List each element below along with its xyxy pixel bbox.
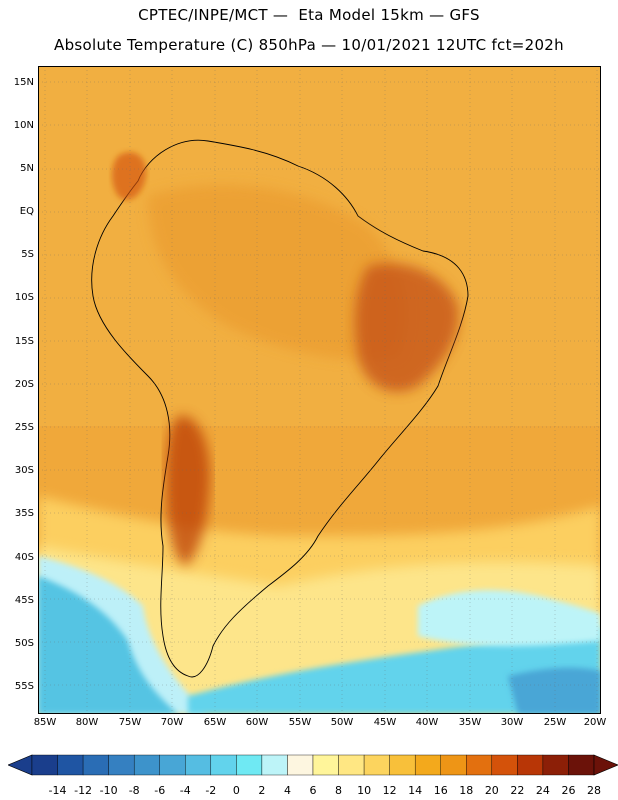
colorbar-swatch (261, 754, 288, 776)
colorbar-tick-label: 4 (283, 784, 291, 797)
colorbar-swatch (517, 754, 544, 776)
colorbar-tick-label: 10 (357, 784, 372, 797)
lon-label: 50W (330, 717, 354, 728)
colorbar-swatch (414, 754, 441, 776)
lon-label: 20W (583, 717, 607, 728)
lon-label: 40W (415, 717, 439, 728)
colorbar-swatch (57, 754, 84, 776)
lat-label: 20S (14, 379, 34, 390)
colorbar-tick-label: 28 (587, 784, 601, 797)
lon-label: 65W (203, 717, 227, 728)
lon-label: 70W (160, 717, 184, 728)
north-hot-core (112, 152, 147, 200)
colorbar-swatch (568, 754, 595, 776)
colorbar-swatch (133, 754, 160, 776)
colorbar-tick-label: 14 (408, 784, 423, 797)
lat-label: 10S (14, 292, 34, 303)
lat-label: 15S (14, 336, 34, 347)
colorbar-swatch (491, 754, 518, 776)
colorbar-swatch (185, 754, 212, 776)
lat-label: 15N (13, 77, 34, 88)
andes-hot-core (166, 415, 211, 566)
colorbar-swatch (82, 754, 109, 776)
colorbar-tick-label: 18 (459, 784, 474, 797)
lat-label: 55S (14, 681, 34, 692)
temperature-map (38, 66, 601, 714)
colorbar-swatch (236, 754, 263, 776)
cold-south-deep (508, 667, 601, 714)
colorbar-swatch (338, 754, 365, 776)
colorbar-swatch (389, 754, 416, 776)
amazon-warm (148, 184, 407, 360)
map-subtitle: Absolute Temperature (C) 850hPa — 10/01/… (54, 36, 564, 54)
colorbar-swatch (312, 754, 339, 776)
graticule (38, 66, 601, 714)
lon-label: 85W (33, 717, 57, 728)
colorbar-swatch (287, 754, 314, 776)
lon-label: 25W (543, 717, 567, 728)
colorbar-tick-label: 16 (433, 784, 448, 797)
brazil-hot-core (355, 263, 459, 392)
lon-label: 55W (288, 717, 312, 728)
lon-label: 60W (245, 717, 269, 728)
colorbar-tick-label: -2 (205, 784, 217, 797)
colorbar-tick-label: 24 (535, 784, 550, 797)
colorbar-tick-label: 20 (484, 784, 499, 797)
colorbar-swatch (440, 754, 467, 776)
colorbar-tick-label: 26 (561, 784, 576, 797)
lon-label: 35W (458, 717, 482, 728)
colorbar-tick-label: 22 (510, 784, 525, 797)
map-title: CPTEC/INPE/MCT — Eta Model 15km — GFS (138, 6, 480, 24)
lat-label: EQ (19, 206, 34, 217)
lon-label: 45W (373, 717, 397, 728)
colorbar-swatch (159, 754, 186, 776)
lon-label: 80W (75, 717, 99, 728)
lon-label: 75W (118, 717, 142, 728)
colorbar-tick-label: -4 (179, 784, 191, 797)
colorbar-swatch (31, 754, 58, 776)
colorbar-swatch (542, 754, 569, 776)
colorbar-tick-label: -6 (154, 784, 166, 797)
colorbar-swatch (466, 754, 493, 776)
temperature-colorbar (8, 754, 618, 776)
colorbar-swatch (363, 754, 390, 776)
colorbar-tick-label: 6 (309, 784, 317, 797)
colorbar-tick-label: 8 (335, 784, 343, 797)
lat-label: 30S (14, 465, 34, 476)
cold-south-edge (418, 590, 601, 646)
cold-sw-core (38, 576, 178, 714)
colorbar-swatch (108, 754, 135, 776)
colorbar-tick-label: -12 (74, 784, 93, 797)
colorbar-swatch (210, 754, 237, 776)
lat-label: 25S (14, 422, 34, 433)
cold-south-band (188, 626, 601, 714)
lat-label: 5N (20, 163, 34, 174)
colorbar-tick-label: 12 (382, 784, 397, 797)
lat-label: 10N (13, 120, 34, 131)
lon-label: 30W (500, 717, 524, 728)
continent-outline (91, 139, 469, 678)
map-border (38, 66, 601, 714)
colorbar-max-arrow (593, 754, 618, 776)
colorbar-tick-label: -8 (128, 784, 140, 797)
lat-label: 5S (21, 249, 34, 260)
colorbar-min-arrow (8, 754, 33, 776)
lat-label: 45S (14, 595, 34, 606)
colorbar-tick-label: 2 (258, 784, 266, 797)
lat-label: 40S (14, 552, 34, 563)
lat-label: 35S (14, 508, 34, 519)
colorbar-tick-label: -10 (99, 784, 118, 797)
lat-label: 50S (14, 638, 34, 649)
colorbar-tick-label: 0 (232, 784, 240, 797)
colorbar-tick-label: -14 (48, 784, 67, 797)
